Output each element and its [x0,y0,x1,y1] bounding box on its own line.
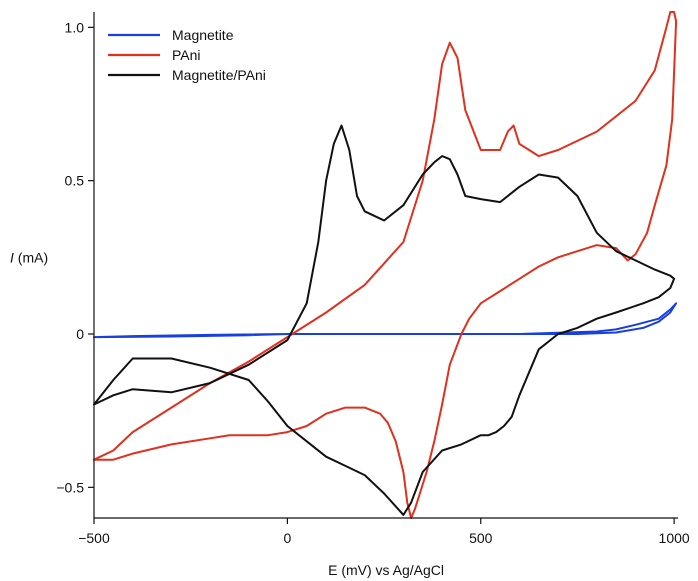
series-line-pani [93,11,678,519]
y-tick-label: 0.5 [65,173,85,189]
y-axis-title-symbol: I [10,249,14,265]
legend: Magnetite PAni Magnetite/PAni [108,27,266,83]
x-axis-title: E (mV) vs Ag/AgCl [328,562,444,578]
y-tick-label: 1.0 [65,19,85,35]
legend-label: Magnetite [172,27,234,43]
x-tick-label: −500 [78,530,110,546]
legend-label: PAni [172,47,201,63]
x-tick-label: 500 [469,530,493,546]
series-line-magnetite [93,302,678,339]
y-tick-label: −0.5 [56,479,84,495]
y-axis-title: I (mA) [10,249,48,265]
y-tick-label: 0 [76,326,84,342]
legend-label: Magnetite/PAni [172,67,266,83]
axes: −500 0 500 1000 1.0 0.5 0 −0.5 E (mV) vs Ag/AgCl… [10,12,690,578]
x-tick-label: 0 [283,530,291,546]
series-layer [93,11,678,519]
x-tick-label: 1000 [659,530,690,546]
y-axis-title-unit: (mA) [14,249,48,265]
series-line-magnetite-pani [93,124,676,516]
